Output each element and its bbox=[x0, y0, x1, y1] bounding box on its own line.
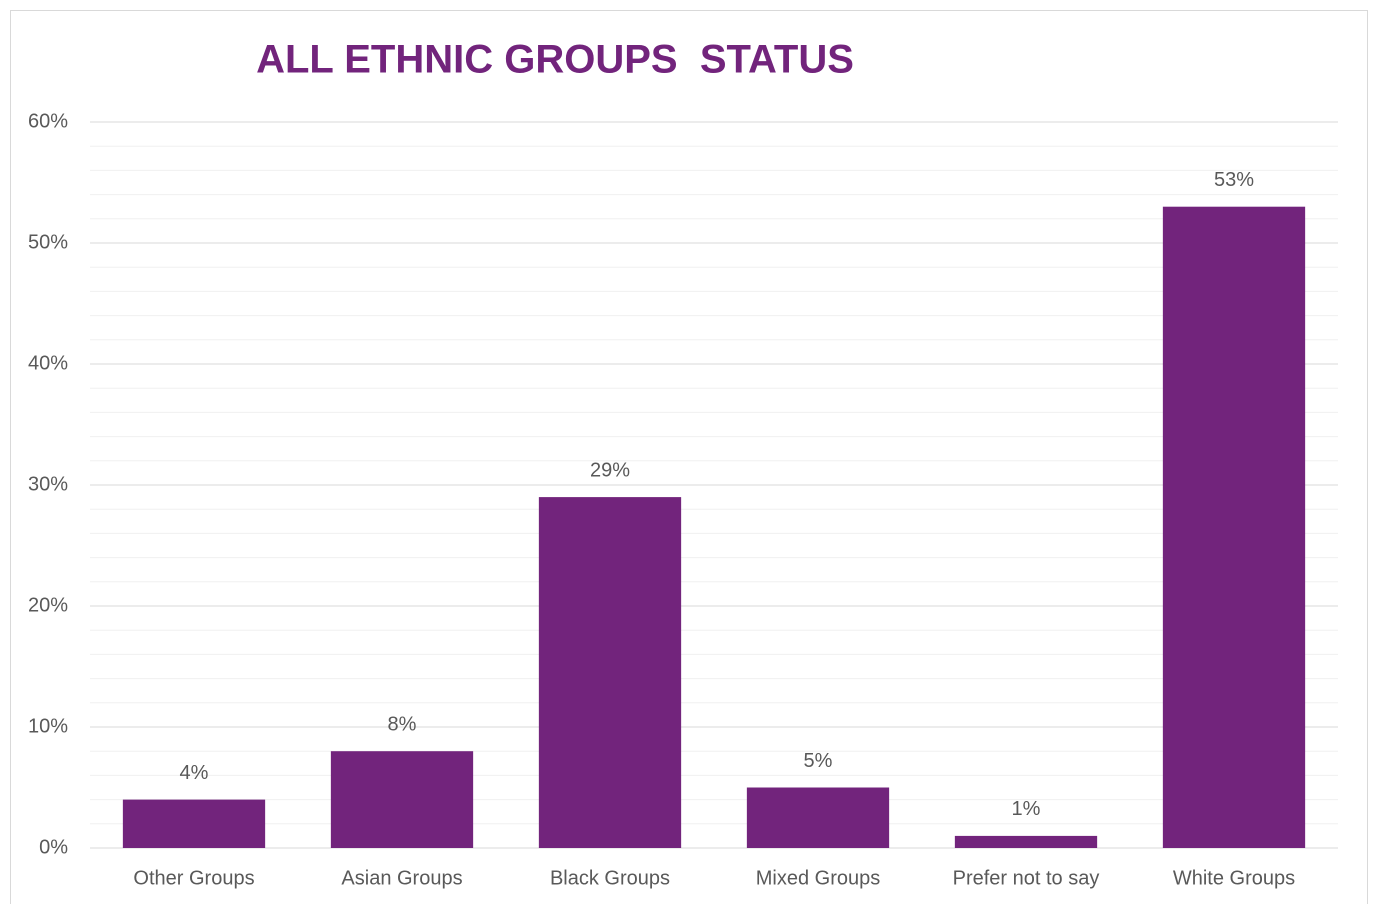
x-tick-label: Asian Groups bbox=[341, 867, 462, 889]
x-tick-label: Mixed Groups bbox=[756, 867, 881, 889]
bar bbox=[122, 799, 266, 848]
x-tick-label: White Groups bbox=[1173, 867, 1295, 889]
x-tick-label: Prefer not to say bbox=[953, 867, 1100, 889]
y-tick-label: 0% bbox=[39, 836, 68, 858]
value-label: 29% bbox=[590, 459, 630, 481]
x-tick-label: Black Groups bbox=[550, 867, 670, 889]
y-tick-label: 10% bbox=[28, 715, 68, 737]
bar bbox=[1162, 206, 1306, 848]
bar bbox=[330, 751, 474, 848]
value-label: 53% bbox=[1214, 169, 1254, 191]
bar bbox=[746, 787, 890, 848]
bar bbox=[538, 497, 682, 848]
value-label: 8% bbox=[388, 713, 417, 735]
y-tick-label: 30% bbox=[28, 473, 68, 495]
value-label: 4% bbox=[180, 762, 209, 784]
y-tick-label: 40% bbox=[28, 352, 68, 374]
bar bbox=[954, 835, 1098, 848]
value-label: 5% bbox=[804, 750, 833, 772]
chart-frame bbox=[10, 10, 1368, 909]
chart-title: ALL ETHNIC GROUPS STATUS bbox=[256, 38, 854, 82]
value-label: 1% bbox=[1012, 798, 1041, 820]
y-tick-label: 20% bbox=[28, 594, 68, 616]
y-tick-label: 60% bbox=[28, 110, 68, 132]
x-tick-label: Other Groups bbox=[133, 867, 254, 889]
y-tick-label: 50% bbox=[28, 231, 68, 253]
